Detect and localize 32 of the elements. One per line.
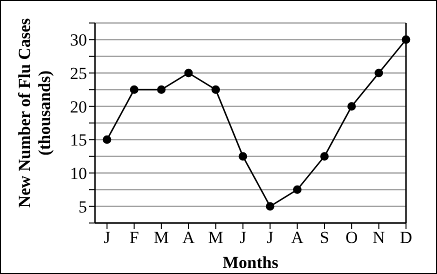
y-axis-title: New Number of Flu Cases (thousands): [15, 17, 55, 210]
x-tick-label: O: [345, 228, 358, 248]
point: [374, 68, 384, 78]
point: [184, 68, 193, 78]
point: [402, 35, 410, 44]
x-tick-label: N: [372, 228, 385, 248]
x-tick-label: A: [291, 228, 304, 248]
x-tick-label: M: [208, 228, 224, 248]
y-tick-label: 30: [70, 30, 87, 50]
point: [130, 85, 138, 94]
point: [102, 135, 112, 144]
y-tick-label: 10: [70, 164, 87, 184]
point: [293, 185, 302, 194]
point: [238, 152, 248, 161]
x-tick-label: F: [129, 228, 139, 248]
x-tick-label: A: [182, 228, 196, 248]
x-tick-label: J: [240, 228, 247, 248]
x-tick-label: J: [104, 228, 111, 248]
y-tick-label: 20: [70, 97, 87, 116]
point: [266, 202, 274, 211]
y-tick-label: 25: [70, 64, 87, 84]
point: [347, 102, 356, 111]
x-tick-label: M: [154, 228, 169, 248]
x-axis-title: Months: [222, 253, 279, 272]
point: [157, 85, 166, 94]
x-tick-label: J: [266, 228, 274, 248]
point: [320, 152, 329, 161]
x-tick-label: S: [320, 228, 330, 248]
x-tick-label: D: [400, 228, 412, 248]
y-tick-label: 5: [78, 197, 87, 216]
y-tick-label: 15: [70, 130, 87, 150]
point: [211, 85, 220, 94]
